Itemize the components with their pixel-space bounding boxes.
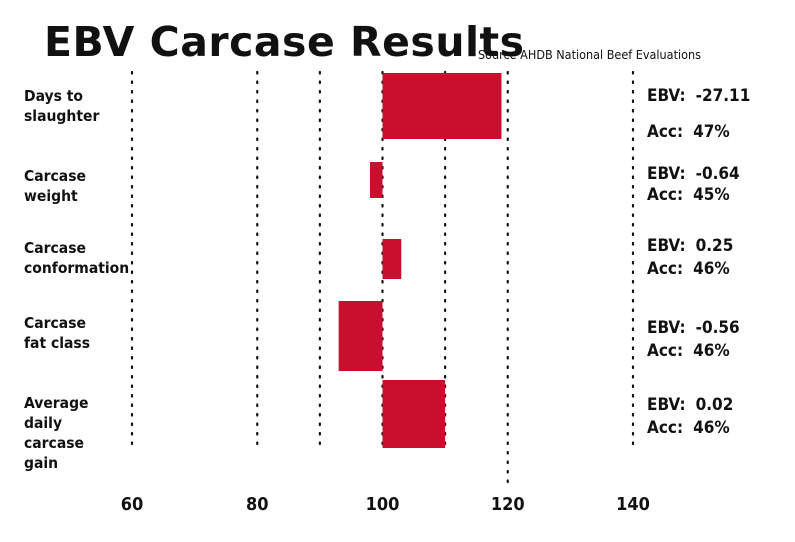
x-tick-label: 100 (365, 494, 400, 515)
acc-value: Acc: 45% (647, 185, 730, 205)
category-label: Carcase weight (24, 167, 86, 205)
ebv-value: EBV: 0.25 (647, 236, 734, 256)
category-label: Carcase fat class (24, 314, 91, 352)
bar-1 (369, 162, 383, 198)
bar-3 (338, 301, 383, 371)
chart-title: EBV Carcase Results (44, 18, 525, 66)
ebv-value: EBV: -0.56 (647, 318, 740, 338)
ebv-value: EBV: -0.64 (647, 164, 740, 184)
bar-2 (382, 239, 402, 279)
bar-0 (382, 73, 502, 139)
bar-4 (382, 380, 446, 448)
x-tick-label: 80 (245, 494, 269, 515)
x-tick-label: 120 (490, 494, 525, 515)
acc-value: Acc: 47% (647, 122, 730, 142)
acc-value: Acc: 46% (647, 418, 730, 438)
category-label: Average daily carcase gain (24, 394, 89, 472)
ebv-value: EBV: -27.11 (647, 86, 751, 106)
source-note: Source AHDB National Beef Evaluations (478, 47, 701, 62)
acc-value: Acc: 46% (647, 259, 730, 279)
ebv-value: EBV: 0.02 (647, 395, 734, 415)
x-tick-label: 140 (616, 494, 650, 515)
category-label: Days to slaughter (24, 87, 100, 125)
category-label: Carcase conformation (24, 239, 130, 277)
acc-value: Acc: 46% (647, 341, 730, 361)
x-tick-label: 60 (120, 494, 144, 515)
